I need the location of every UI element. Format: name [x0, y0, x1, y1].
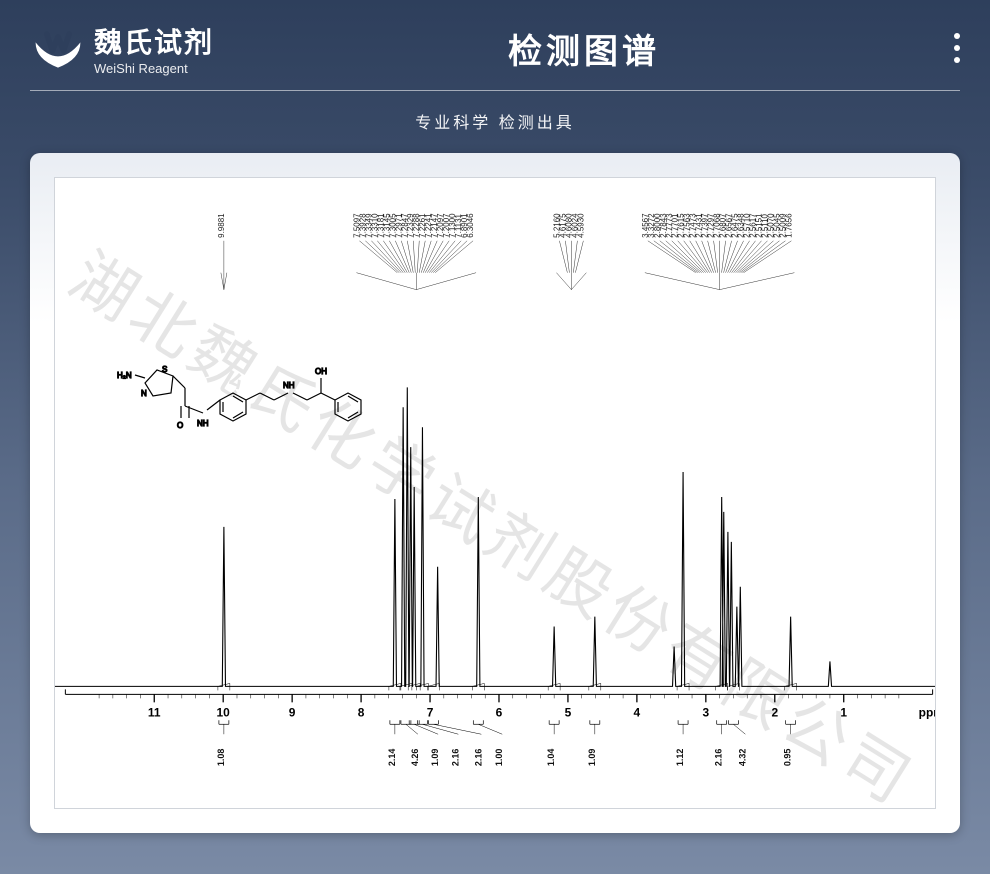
svg-text:11: 11	[148, 705, 161, 719]
svg-text:1.09: 1.09	[430, 749, 440, 766]
svg-text:4.5930: 4.5930	[576, 213, 585, 238]
svg-text:1: 1	[840, 705, 847, 719]
structure-nh2-label-2: NH	[283, 381, 295, 390]
svg-text:3: 3	[703, 705, 710, 719]
svg-text:2: 2	[771, 705, 778, 719]
svg-text:6.3046: 6.3046	[466, 213, 475, 238]
svg-text:1.09: 1.09	[587, 749, 597, 766]
svg-text:0.95: 0.95	[783, 749, 793, 766]
structure-s-label: S	[162, 365, 167, 374]
svg-text:7: 7	[427, 705, 434, 719]
kebab-menu-icon[interactable]	[954, 33, 960, 63]
svg-text:5: 5	[565, 705, 572, 719]
svg-text:9: 9	[289, 705, 296, 719]
svg-text:ppm: ppm	[919, 705, 935, 719]
svg-text:2.16: 2.16	[714, 749, 724, 766]
structure-nh2-label: H₂N	[117, 371, 132, 380]
structure-n-label: N	[141, 389, 147, 398]
brand-name-cn: 魏氏试剂	[94, 21, 214, 61]
spectrum-card: 1110987654321ppm9.98817.50977.39287.3349…	[30, 153, 960, 833]
page-subtitle: 专业科学 检测出具	[0, 109, 990, 133]
brand-logo-icon	[30, 20, 86, 76]
brand: 魏氏试剂 WeiShi Reagent	[30, 20, 214, 76]
svg-text:1.12: 1.12	[675, 749, 685, 766]
svg-text:4.26: 4.26	[410, 749, 420, 766]
svg-text:1.7656: 1.7656	[784, 213, 793, 238]
spectrum-frame: 1110987654321ppm9.98817.50977.39287.3349…	[54, 177, 936, 809]
header: 魏氏试剂 WeiShi Reagent 检测图谱	[0, 0, 990, 86]
svg-text:9.9881: 9.9881	[217, 213, 226, 238]
header-divider	[30, 90, 960, 91]
brand-name-en: WeiShi Reagent	[94, 61, 214, 76]
svg-text:2.14: 2.14	[387, 749, 397, 766]
svg-text:1.04: 1.04	[546, 749, 556, 766]
structure-nh-label: NH	[197, 419, 209, 428]
svg-text:4: 4	[634, 705, 641, 719]
svg-text:10: 10	[217, 705, 231, 719]
structure-o-label: O	[177, 421, 183, 430]
page-title: 检测图谱	[214, 24, 954, 73]
svg-text:1.00: 1.00	[494, 749, 504, 766]
svg-text:4.32: 4.32	[737, 749, 747, 766]
svg-text:1.08: 1.08	[216, 749, 226, 766]
svg-text:2.16: 2.16	[450, 749, 460, 766]
svg-text:2.16: 2.16	[473, 749, 483, 766]
structure-oh-label: OH	[315, 367, 327, 376]
svg-text:8: 8	[358, 705, 365, 719]
nmr-spectrum: 1110987654321ppm9.98817.50977.39287.3349…	[55, 178, 935, 808]
chemical-structure-diagram: S N H₂N O NH	[115, 328, 395, 448]
svg-text:6: 6	[496, 705, 503, 719]
